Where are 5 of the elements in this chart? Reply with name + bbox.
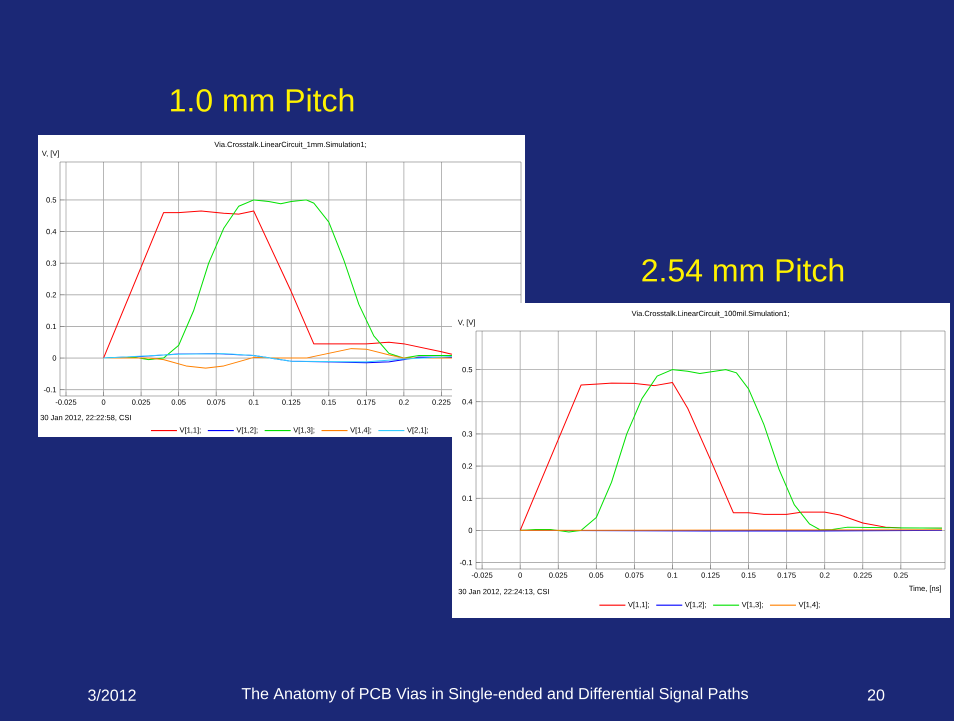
chart-title: 1.0 mm Pitch: [171, 88, 354, 112]
text: 20: [868, 689, 884, 701]
text: 3/2012: [88, 689, 136, 701]
chart-title: 2.54 mm Pitch: [642, 258, 844, 282]
text: The Anatomy of PCB Vias in Single-ended and Differential Signal Paths: [242, 688, 748, 702]
